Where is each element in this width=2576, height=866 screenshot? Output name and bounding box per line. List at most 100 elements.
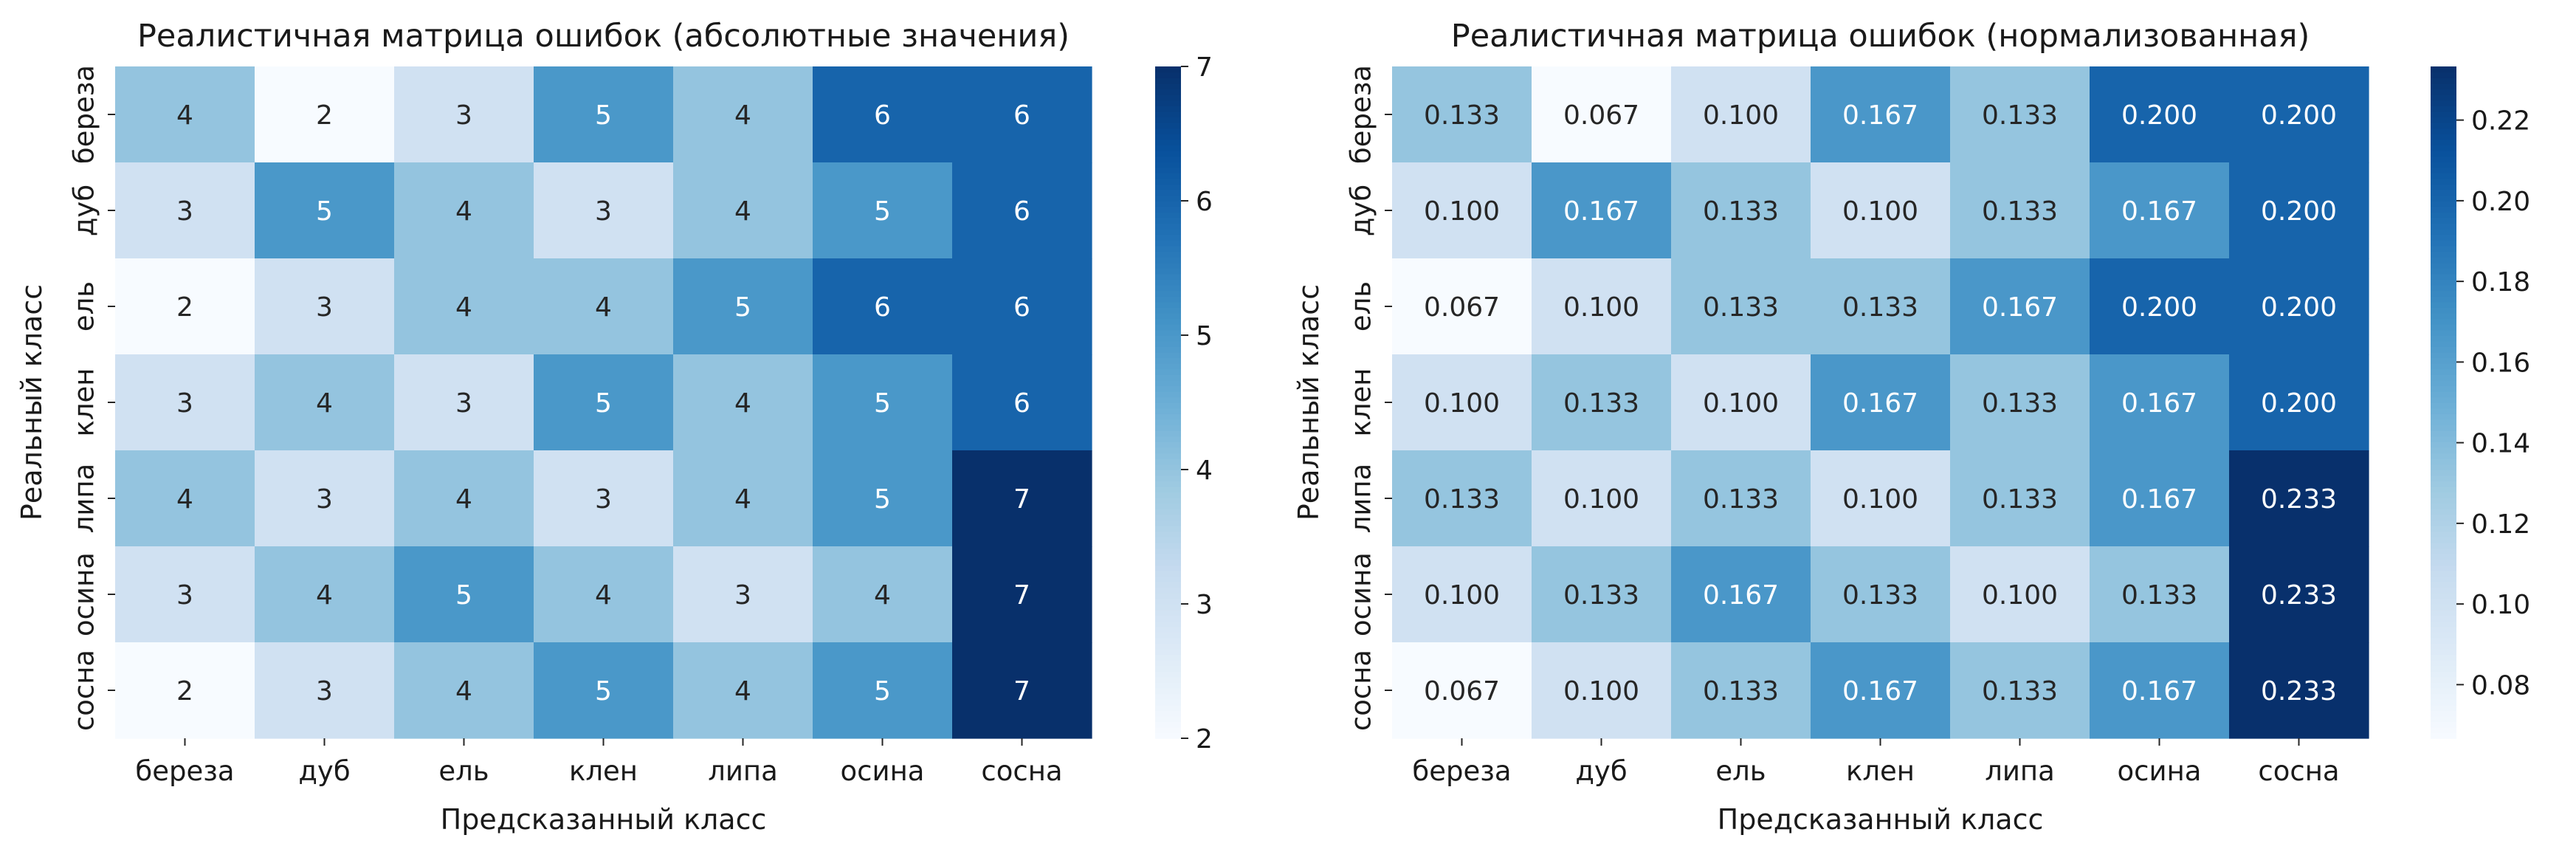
x-tick-label: сосна: [981, 755, 1062, 787]
colorbar-segment: [1155, 693, 1181, 700]
colorbar-segment: [2431, 368, 2456, 375]
colorbar-segment: [2431, 150, 2456, 157]
colorbar-segment: [1155, 178, 1181, 185]
colorbar-segment: [2431, 94, 2456, 101]
colorbar-tick-label: 0.18: [2471, 267, 2530, 298]
cell-value-label: 0.133: [1982, 676, 2058, 707]
heatmap-cell: [115, 642, 255, 739]
colorbar-segment: [2431, 615, 2456, 622]
colorbar-segment: [2431, 447, 2456, 454]
cell-value-label: 7: [1013, 580, 1030, 611]
cell-value-label: 6: [1013, 196, 1030, 227]
colorbar-segment: [2431, 357, 2456, 364]
colorbar-segment: [1155, 301, 1181, 308]
heatmap-cell: [1950, 66, 2090, 163]
heatmap-cell: [1532, 546, 1672, 643]
cell-value-label: 5: [874, 196, 891, 227]
colorbar-segment: [1155, 379, 1181, 387]
colorbar-segment: [2431, 497, 2456, 504]
cell-value-label: 7: [1013, 676, 1030, 707]
colorbar-segment: [2431, 379, 2456, 387]
colorbar-segment: [2431, 206, 2456, 213]
colorbar-segment: [1155, 615, 1181, 622]
colorbar-segment: [1155, 631, 1181, 639]
cell-value-label: 0.067: [1563, 100, 1639, 131]
colorbar-segment: [1155, 425, 1181, 431]
heatmap-cell: [115, 450, 255, 547]
colorbar-segment: [1155, 391, 1181, 398]
heatmap-cell: [2090, 546, 2230, 643]
colorbar-segment: [1155, 470, 1181, 476]
heatmap-cell: [1671, 450, 1811, 547]
colorbar-segment: [1155, 604, 1181, 611]
heatmap-cell: [1671, 354, 1811, 451]
heatmap-cell: [1811, 450, 1951, 547]
heatmap-cell: [1950, 258, 2090, 355]
colorbar-segment: [1155, 139, 1181, 145]
cell-value-label: 5: [874, 388, 891, 419]
heatmap-cell: [2090, 642, 2230, 739]
x-tick-label: береза: [1412, 755, 1511, 787]
colorbar-segment: [1155, 312, 1181, 320]
heatmap-cell: [1950, 546, 2090, 643]
colorbar-segment: [1155, 537, 1181, 543]
colorbar-segment: [1155, 234, 1181, 241]
colorbar-segment: [2431, 620, 2456, 628]
colorbar-tick-label: 7: [1196, 52, 1213, 83]
colorbar-segment: [2431, 721, 2456, 728]
colorbar-segment: [2431, 676, 2456, 683]
colorbar-segment: [1155, 475, 1181, 481]
colorbar-segment: [2431, 553, 2456, 560]
y-tick-label: липа: [1346, 464, 1377, 534]
colorbar-segment: [2431, 587, 2456, 594]
heatmap-cell: [1811, 162, 1951, 259]
colorbar-segment: [1155, 542, 1181, 549]
colorbar-segment: [1155, 531, 1181, 537]
colorbar-segment: [1155, 167, 1181, 173]
colorbar-segment: [1155, 564, 1181, 571]
cell-value-label: 4: [595, 580, 612, 611]
cell-value-label: 2: [316, 100, 333, 131]
colorbar-segment: [2431, 106, 2456, 112]
colorbar-segment: [2431, 312, 2456, 320]
y-tick-label: береза: [69, 65, 100, 164]
colorbar-segment: [1155, 671, 1181, 678]
colorbar-segment: [1155, 223, 1181, 230]
colorbar-segment: [2431, 184, 2456, 190]
colorbar-tick-label: 0.20: [2471, 187, 2530, 217]
colorbar-segment: [1155, 553, 1181, 560]
colorbar-tick-label: 4: [1196, 456, 1213, 486]
cell-value-label: 0.100: [1563, 484, 1639, 515]
colorbar-segment: [2431, 486, 2456, 493]
cell-value-label: 0.200: [2261, 100, 2337, 131]
colorbar-segment: [2431, 139, 2456, 145]
cell-value-label: 4: [734, 388, 751, 419]
colorbar-segment: [2431, 698, 2456, 706]
cell-value-label: 3: [455, 100, 472, 131]
heatmap-cell: [952, 354, 1092, 451]
colorbar-segment: [1155, 704, 1181, 711]
colorbar-tick-label: 2: [1196, 724, 1213, 755]
colorbar-segment: [2431, 128, 2456, 134]
heatmap-cell: [673, 642, 813, 739]
colorbar-segment: [2431, 559, 2456, 566]
cell-value-label: 0.167: [1842, 388, 1918, 419]
heatmap-cell: [813, 354, 953, 451]
heatmap-cell: [2090, 162, 2230, 259]
colorbar-segment: [1155, 419, 1181, 426]
colorbar-segment: [1155, 486, 1181, 493]
colorbar-segment: [1155, 268, 1181, 275]
heatmap-cell: [673, 354, 813, 451]
heatmap-cell: [534, 66, 674, 163]
chart-title: Реалистичная матрица ошибок (абсолютные …: [137, 18, 1070, 55]
colorbar-segment: [1155, 122, 1181, 129]
heatmap-cell: [952, 162, 1092, 259]
cell-value-label: 4: [734, 100, 751, 131]
cell-value-label: 0.100: [1842, 196, 1918, 227]
colorbar-segment: [2431, 195, 2456, 202]
colorbar-segment: [2431, 687, 2456, 695]
heatmap-cell: [1532, 66, 1672, 163]
cell-value-label: 0.133: [2121, 580, 2197, 611]
y-tick-label: ель: [69, 281, 100, 331]
colorbar-segment: [1155, 592, 1181, 599]
